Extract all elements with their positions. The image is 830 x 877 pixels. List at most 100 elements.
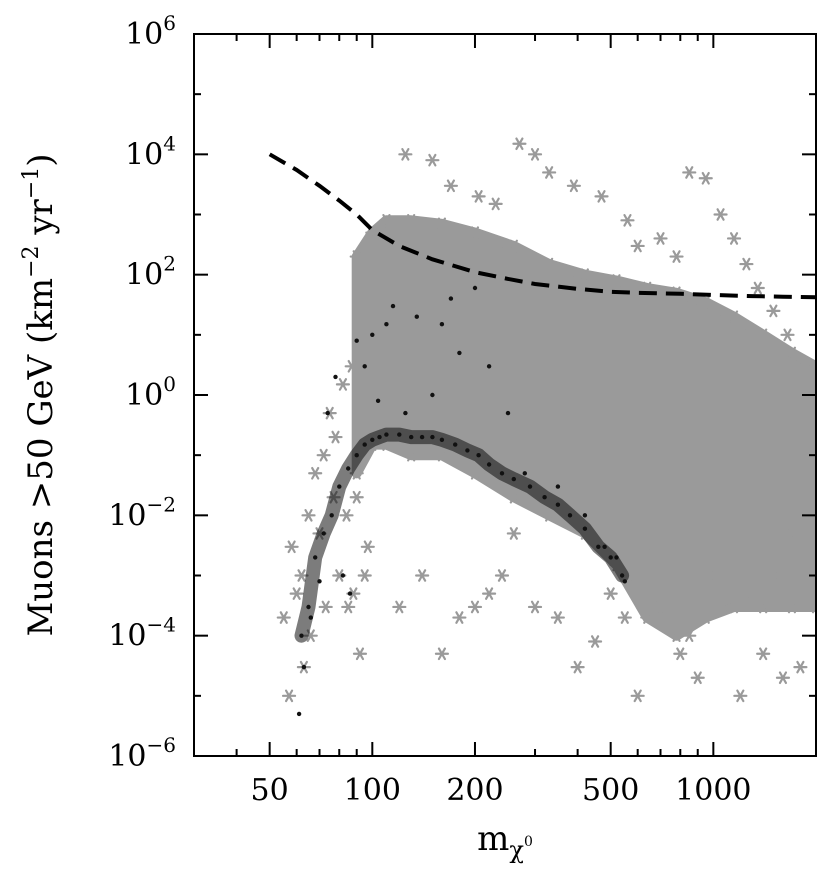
- y-tick-label: 10−6: [108, 733, 176, 774]
- band-edge-point: [577, 268, 592, 281]
- black-scatter-point: [313, 555, 318, 560]
- sparse-scatter-point: [801, 466, 816, 480]
- black-scatter-point: [414, 314, 419, 319]
- dashed-limit-curve: [268, 152, 816, 300]
- band-edge-point: [404, 448, 419, 462]
- sparse-scatter-point: [720, 600, 735, 614]
- band-edge-point: [434, 448, 450, 462]
- band-edge-point: [404, 214, 419, 227]
- sparse-scatter-point: [392, 600, 407, 614]
- y-tick-label: 10−4: [108, 613, 176, 654]
- sparse-scatter-point: [415, 569, 430, 582]
- sparse-scatter-point: [726, 232, 742, 245]
- sparse-scatter-point: [341, 600, 356, 614]
- sparse-scatter-point: [512, 137, 527, 151]
- sparse-scatter-point: [775, 671, 791, 685]
- black-scatter-point: [346, 466, 351, 471]
- band-edge-point: [434, 217, 450, 231]
- band-edge-point: [756, 328, 771, 342]
- sparse-scatter-point: [669, 250, 684, 263]
- black-scatter-point: [453, 442, 458, 447]
- dashed-limit-curve-layer: [268, 152, 816, 300]
- black-scatter-point: [555, 502, 561, 507]
- sparse-scatter-point: [281, 689, 297, 703]
- sparse-scatter-point: [706, 569, 721, 582]
- sparse-scatter-point: [587, 635, 603, 648]
- black-scatter-point: [390, 303, 396, 309]
- black-scatter-point: [354, 453, 359, 458]
- sparse-scatter-point: [673, 647, 688, 661]
- x-axis-title: mχ0: [477, 819, 533, 864]
- band-edge-point: [808, 600, 816, 614]
- sparse-scatter-point: [488, 197, 503, 211]
- black-scatter-point: [511, 476, 516, 482]
- axis-ticks-layer: [193, 33, 817, 757]
- y-tick-label: 104: [125, 131, 176, 172]
- band-edge-point: [726, 310, 742, 324]
- y-tick-label: 102: [125, 252, 176, 293]
- x-tick-label: 50: [251, 773, 289, 808]
- sparse-scatter-point: [653, 232, 668, 245]
- sparse-scatter-point: [289, 587, 304, 600]
- sparse-scatter-point: [434, 647, 450, 661]
- band-edge-point: [609, 274, 624, 287]
- sparse-scatter-point: [756, 647, 771, 661]
- y-tick-label: 100: [125, 372, 176, 413]
- black-scatter-point: [622, 579, 627, 584]
- black-scatter-point: [321, 531, 326, 536]
- y-tick-label: 10−2: [108, 492, 176, 533]
- sparse-scatter-point: [328, 430, 343, 444]
- band-edge-point: [808, 359, 816, 373]
- band-edge-point: [669, 629, 684, 642]
- sparse-scatter-point: [527, 148, 543, 161]
- sparse-scatter-point: [642, 540, 657, 554]
- sparse-scatter-point: [805, 406, 816, 420]
- black-scatter-point: [370, 332, 375, 337]
- sparse-scatter-point: [349, 490, 364, 504]
- sparse-scatter-point: [784, 527, 800, 540]
- black-scatter-point: [439, 322, 445, 327]
- sparse-scatter-point: [542, 166, 557, 179]
- black-scatter-point: [377, 434, 382, 440]
- sparse-scatter-point: [766, 569, 781, 582]
- sparse-scatter-point: [682, 629, 697, 642]
- sparse-scatter-point: [682, 166, 697, 179]
- black-scatter-point: [370, 437, 375, 442]
- sparse-scatter-point: [733, 689, 748, 703]
- black-scatter-point: [299, 633, 304, 638]
- black-scatter-point: [308, 615, 313, 620]
- band-edge-point: [467, 466, 483, 480]
- black-scatter-point: [340, 573, 346, 578]
- black-scatter-point: [296, 711, 302, 717]
- black-scatter-point: [397, 432, 402, 437]
- sparse-scatter-point: [630, 689, 645, 703]
- sparse-scatter-point: [690, 671, 705, 685]
- sparse-scatter-point: [739, 257, 754, 271]
- sparse-scatter-point: [467, 600, 483, 614]
- sparse-scatter-point: [425, 153, 440, 167]
- sparse-scatter-point: [766, 304, 781, 318]
- x-tick-label: 100: [344, 773, 401, 808]
- black-scatter-point: [582, 526, 588, 531]
- black-scatter-point: [375, 398, 381, 403]
- black-scatter-point: [619, 573, 625, 578]
- black-scatter-point: [419, 434, 425, 440]
- x-tick-label: 1000: [675, 773, 751, 808]
- band-edge-point: [542, 257, 557, 271]
- black-scatter-point: [457, 350, 462, 356]
- black-scatter-point: [384, 322, 389, 327]
- y-axis-title: Muons >50 GeV (km−2 yr−1): [19, 153, 61, 636]
- sparse-scatter-point: [698, 171, 713, 185]
- sparse-scatter-point: [527, 600, 543, 614]
- scatter-points-layer: [276, 137, 816, 717]
- black-scatter-point: [362, 442, 367, 447]
- black-scatter-point: [465, 448, 470, 453]
- black-scatter-point: [522, 471, 527, 476]
- sparse-scatter-point: [550, 611, 565, 624]
- black-scatter-point: [527, 484, 533, 489]
- sparse-scatter-point: [630, 239, 645, 253]
- black-scatter-point: [476, 453, 481, 458]
- black-scatter-point: [409, 434, 414, 440]
- black-scatter-point: [384, 432, 389, 437]
